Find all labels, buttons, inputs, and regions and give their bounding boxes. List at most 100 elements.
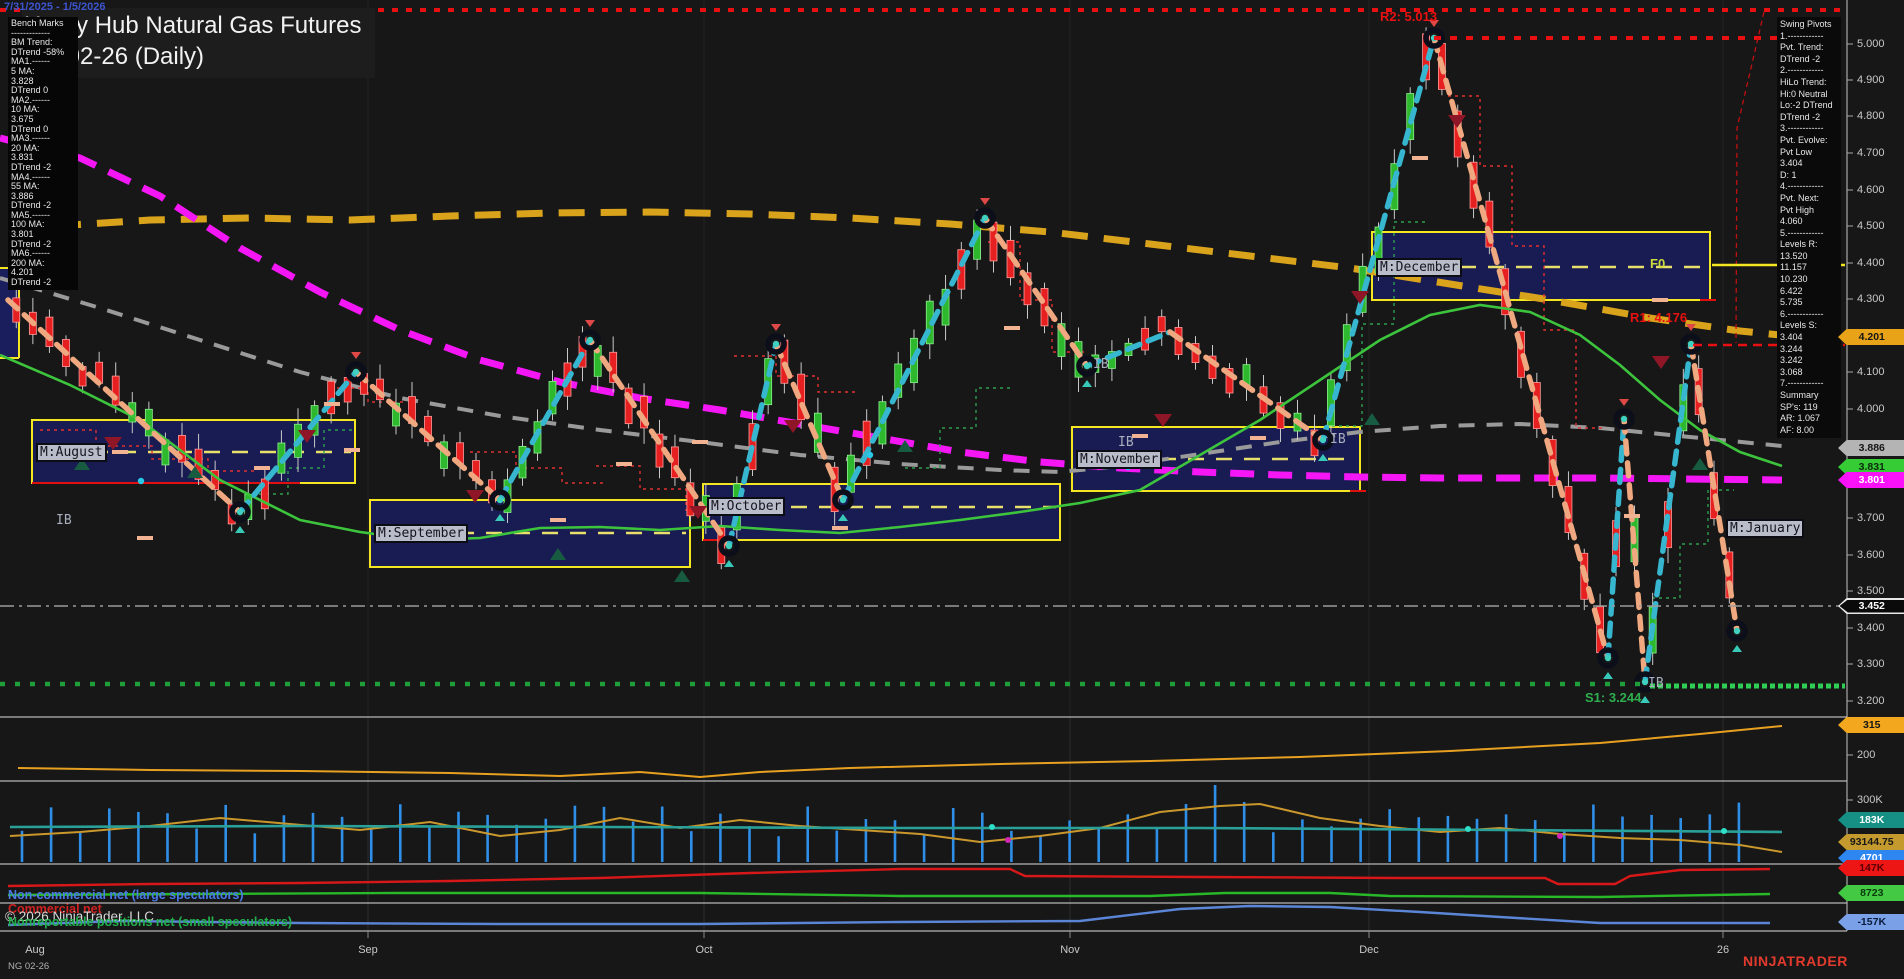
axis-tick-label: 4.700 xyxy=(1857,147,1885,159)
entry-mark xyxy=(1132,434,1148,438)
buy-triangle xyxy=(187,466,203,478)
swing-down-wave xyxy=(1431,35,1611,661)
noncommercial-net-line xyxy=(7,904,1770,927)
panel3-badge-93144.75: 93144.75 xyxy=(1838,834,1904,850)
pivot-low-arrow xyxy=(1082,380,1092,387)
swing-pivot-dot xyxy=(352,368,360,376)
bench-marks-line: DTrend -2 xyxy=(11,201,52,211)
swing-pivots-line: Pvt Low xyxy=(1780,146,1813,157)
bench-marks-line: 3.675 xyxy=(11,114,34,124)
swing-pivots-line: Pvt. Evolve: xyxy=(1780,134,1828,145)
stop-steps-red xyxy=(988,241,1084,353)
swing-pivot-dot xyxy=(1687,340,1695,348)
swing-up-wave xyxy=(1320,35,1437,443)
month-label-august[interactable]: M:August xyxy=(36,443,107,462)
swing-pivot-dot xyxy=(1641,678,1649,686)
swing-pivot-dot xyxy=(772,340,780,348)
teal-dot xyxy=(1465,826,1471,832)
legend-commercial: Commercial net xyxy=(8,902,102,916)
swing-pivot-dot xyxy=(1604,654,1612,662)
bench-marks-line: MA5.------ xyxy=(11,210,50,220)
month-label-october[interactable]: M:October xyxy=(707,497,786,516)
month-label-september[interactable]: M:September xyxy=(374,524,469,543)
bench-marks-line: 200 MA: xyxy=(11,258,45,268)
bench-marks-line: DTrend -58% xyxy=(11,47,65,57)
swing-pivot-dot xyxy=(725,542,733,550)
panel4-badge-8723: 8723 xyxy=(1838,885,1904,901)
ma-200-gold-dashed xyxy=(54,208,1801,341)
swing-pivots-line: 3.------------ xyxy=(1780,123,1824,134)
axis-tick-label: 4.900 xyxy=(1857,74,1885,86)
ib-label: IB xyxy=(1330,432,1346,447)
swing-pivots-line: AF: 8.00 xyxy=(1780,424,1815,435)
swing-down-wave xyxy=(587,337,732,549)
swing-pivot-circle xyxy=(345,361,367,383)
bench-marks-line: MA6.------ xyxy=(11,249,50,259)
swing-pivot-circle xyxy=(974,207,996,229)
price-badge-3.801-value: 3.801 xyxy=(1839,473,1904,487)
swing-pivot-circle xyxy=(832,489,854,511)
swing-pivots-line: Levels S: xyxy=(1780,320,1818,331)
price-badge-3.831-value: 3.831 xyxy=(1839,460,1904,474)
pivot-low-arrow xyxy=(1318,454,1328,461)
swing-pivots-line: 3.244 xyxy=(1780,343,1803,354)
panel2-badge: 315 xyxy=(1838,717,1904,733)
buy-triangle xyxy=(1692,458,1708,470)
swing-pivot-circle xyxy=(765,333,787,355)
swing-pivots-line: 11.157 xyxy=(1780,262,1807,273)
ma-20-magenta-dashed xyxy=(0,134,1783,484)
xaxis-label: Aug xyxy=(25,944,45,956)
teal-dot xyxy=(1721,828,1727,834)
sell-triangle xyxy=(784,420,802,433)
symbol-footer-label: NG 02-26 xyxy=(8,961,50,972)
swing-pivot-circle xyxy=(1613,408,1635,430)
bench-marks-line: 4.201 xyxy=(11,268,34,278)
axis-tick-label: 300K xyxy=(1857,794,1883,806)
buy-triangle xyxy=(550,548,566,560)
xaxis-label: 26 xyxy=(1716,944,1730,956)
swing-pivot-circle xyxy=(229,501,251,523)
swing-pivot-circle xyxy=(579,329,601,351)
swing-pivot-dot xyxy=(1620,415,1628,423)
pivot-low-arrow xyxy=(1640,696,1650,703)
panel4-badge-147K: 147K xyxy=(1838,860,1904,876)
xaxis-label: Dec xyxy=(1359,944,1379,956)
swing-pivots-line: 10.230 xyxy=(1780,274,1808,285)
price-badge-3.886-value: 3.886 xyxy=(1839,441,1904,455)
sell-triangle xyxy=(1652,356,1670,369)
panel3-badge-183K-value: 183K xyxy=(1839,813,1904,827)
axis-tick-label: 3.200 xyxy=(1857,695,1885,707)
swing-pivots-line: 2.------------ xyxy=(1780,65,1824,76)
bench-marks-line: BM Trend: xyxy=(11,38,53,48)
swing-pivot-dot xyxy=(1319,436,1327,444)
swing-pivots-line: Pvt. Trend: xyxy=(1780,42,1824,53)
panel3-teal-line xyxy=(9,824,1783,834)
swing-pivots-line: 13.520 xyxy=(1780,250,1808,261)
swing-down-wave xyxy=(1167,329,1326,443)
cyan-dot-mark xyxy=(137,477,145,485)
entry-mark xyxy=(324,402,340,406)
swing-pivots-line: 6.422 xyxy=(1780,285,1803,296)
price-badge-4.201-value: 4.201 xyxy=(1839,330,1904,344)
swing-pivot-circle xyxy=(1076,355,1098,377)
swing-down-wave xyxy=(982,215,1090,369)
axis-tick-label: 3.300 xyxy=(1857,658,1885,670)
swing-pivots-line: 3.404 xyxy=(1780,158,1803,169)
axis-tick-label: 4.300 xyxy=(1857,293,1885,305)
entry-mark xyxy=(1652,298,1668,302)
axis-tick-label: 3.400 xyxy=(1857,622,1885,634)
month-label-december[interactable]: M:December xyxy=(1376,258,1463,277)
bench-marks-line: ------------- xyxy=(11,28,50,38)
sell-triangle xyxy=(466,490,484,503)
bench-marks-line: DTrend 0 xyxy=(11,86,49,96)
bench-marks-line: 10 MA: xyxy=(11,105,40,115)
sell-triangle xyxy=(298,430,316,443)
bench-marks-line: 3.886 xyxy=(11,191,34,201)
swing-pivots-line: 4.------------ xyxy=(1780,181,1824,192)
month-label-january[interactable]: M:January xyxy=(1726,519,1805,538)
entry-mark xyxy=(1250,436,1266,440)
axis-tick-label: 3.600 xyxy=(1857,549,1885,561)
month-label-november[interactable]: M:November xyxy=(1076,450,1163,469)
ma-100-gray-dashed xyxy=(0,276,1783,475)
